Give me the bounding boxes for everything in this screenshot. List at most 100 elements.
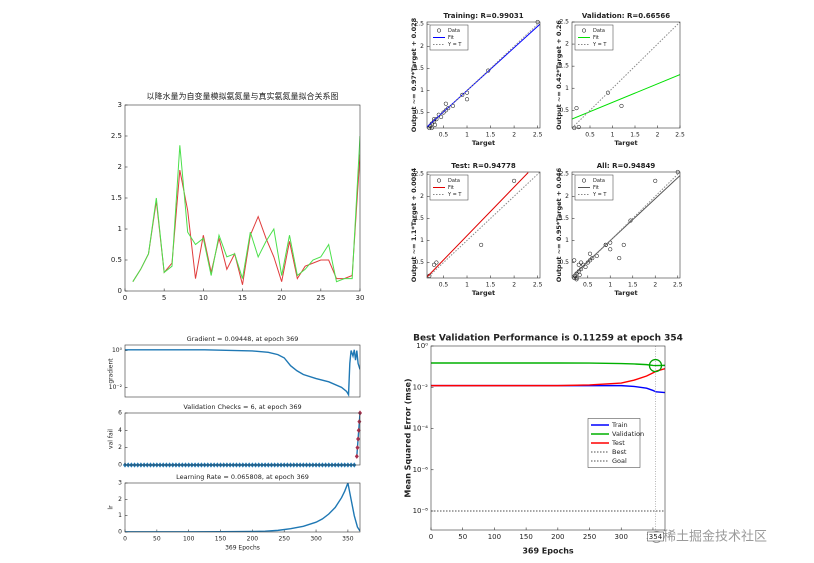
x-tick-label: 1	[608, 282, 612, 289]
x-tick-label: 200	[247, 536, 259, 543]
series-line	[572, 175, 680, 277]
marker	[464, 97, 470, 102]
y-tick-label: 10⁻²	[413, 383, 429, 391]
y-tick-label: 4	[118, 427, 122, 434]
legend-label: Fit	[448, 185, 454, 191]
axes-frame	[426, 171, 541, 279]
y-tick-label: 1	[565, 237, 569, 244]
x-tick-label: 2	[512, 132, 516, 139]
x-tick-label: 100	[488, 533, 501, 541]
marker	[572, 258, 577, 263]
y-tick-label: 1	[420, 237, 424, 244]
chart-title: Gradient = 0.09448, at epoch 369	[187, 335, 299, 343]
series-line	[125, 349, 360, 397]
x-tick-label: 2	[512, 282, 516, 289]
marker	[446, 106, 451, 111]
x-tick-label: 100	[183, 536, 195, 543]
chart-title: Test: R=0.94778	[451, 162, 516, 170]
x-tick-label: 1	[465, 282, 469, 289]
marker	[608, 247, 613, 252]
legend-swatch	[436, 178, 442, 183]
y-tick-label: 2	[565, 41, 569, 48]
legend-label: Validation	[612, 430, 644, 438]
x-tick-label: 50	[458, 533, 467, 541]
y-tick-label: 1	[565, 85, 569, 92]
y-tick-label: 1	[118, 225, 122, 233]
x-tick-label: 2.5	[533, 282, 543, 289]
legend-label: Fit	[593, 185, 599, 191]
marker	[434, 260, 439, 265]
y-tick-label: 10⁻⁴	[413, 425, 429, 433]
best-epoch-box	[647, 531, 664, 542]
x-tick-label: 1	[465, 132, 469, 139]
axes-frame	[571, 21, 681, 129]
marker	[450, 103, 455, 108]
y-tick-label: 0.5	[414, 259, 424, 266]
marker	[603, 242, 608, 247]
series-line	[132, 154, 360, 285]
marker	[357, 419, 362, 425]
y-axis-label: Output ~= 0.95*Target + 0.046	[555, 167, 563, 282]
y-tick-label: 1.5	[414, 65, 424, 72]
x-tick-label: 50	[153, 536, 161, 543]
chart-title: All: R=0.94849	[597, 162, 656, 170]
x-tick-label: 150	[519, 533, 532, 541]
chart-title: Learning Rate = 0.065808, at epoch 369	[176, 473, 309, 481]
x-tick-label: 250	[278, 536, 290, 543]
axes-frame	[426, 21, 541, 129]
legend-label: Fit	[448, 35, 454, 41]
plot-area	[125, 483, 360, 532]
y-axis-label: Mean Squared Error (mse)	[404, 378, 413, 497]
marker	[574, 277, 579, 282]
y-tick-label: 0.5	[414, 109, 424, 116]
marker	[578, 260, 584, 265]
marker	[432, 122, 438, 127]
x-tick-label: 350	[342, 536, 354, 543]
y-tick-label: 0.5	[111, 256, 122, 264]
y-tick-label: 0	[118, 287, 122, 295]
x-tick-label: 0.5	[439, 132, 449, 139]
y-axis-label: Output ~= 0.42*Target + 0.26	[555, 20, 563, 130]
axes-frame	[124, 344, 361, 398]
marker	[605, 90, 611, 95]
x-tick-label: 15	[238, 294, 247, 302]
marker	[577, 272, 582, 277]
y-tick-label: 10⁰	[112, 347, 123, 354]
y-tick-label: 1.5	[414, 215, 424, 222]
y-tick-label: 2	[118, 496, 122, 503]
y-tick-label: 2.5	[111, 132, 122, 140]
legend-label: Data	[448, 28, 460, 34]
x-axis-label: 369 Epochs	[522, 547, 574, 556]
y-tick-label: 0.5	[559, 259, 569, 266]
chart-title: Validation: R=0.66566	[582, 12, 670, 20]
x-tick-label: 150	[215, 536, 227, 543]
legend-label: Data	[593, 178, 605, 184]
series-line	[431, 367, 665, 387]
y-tick-label: 10⁻²	[109, 384, 123, 391]
plot-area	[125, 345, 360, 397]
marker	[443, 108, 448, 113]
legend-swatch	[581, 178, 587, 183]
x-tick-label: 5	[162, 294, 166, 302]
series-line	[431, 362, 665, 367]
y-tick-label: 0.5	[559, 107, 569, 114]
x-tick-label: 1.5	[486, 282, 496, 289]
marker	[479, 242, 484, 247]
x-tick-label: 250	[583, 533, 596, 541]
x-axis-label: Target	[472, 139, 495, 147]
y-tick-label: 3	[118, 101, 122, 109]
y-tick-label: 2.5	[414, 21, 424, 28]
marker	[434, 117, 439, 122]
legend-box	[429, 174, 469, 201]
x-axis-label: Target	[472, 289, 495, 297]
x-tick-label: 0.5	[583, 282, 593, 289]
marker	[574, 106, 579, 111]
x-axis-label: Target	[614, 289, 637, 297]
x-tick-label: 25	[316, 294, 325, 302]
y-axis-label: Output ~= 1.1*Target + 0.0084	[410, 167, 418, 282]
x-tick-label: 0.5	[439, 282, 449, 289]
x-axis-label: 369 Epochs	[225, 545, 260, 552]
series-line	[572, 22, 680, 128]
best-epoch-label: 354	[649, 533, 663, 541]
